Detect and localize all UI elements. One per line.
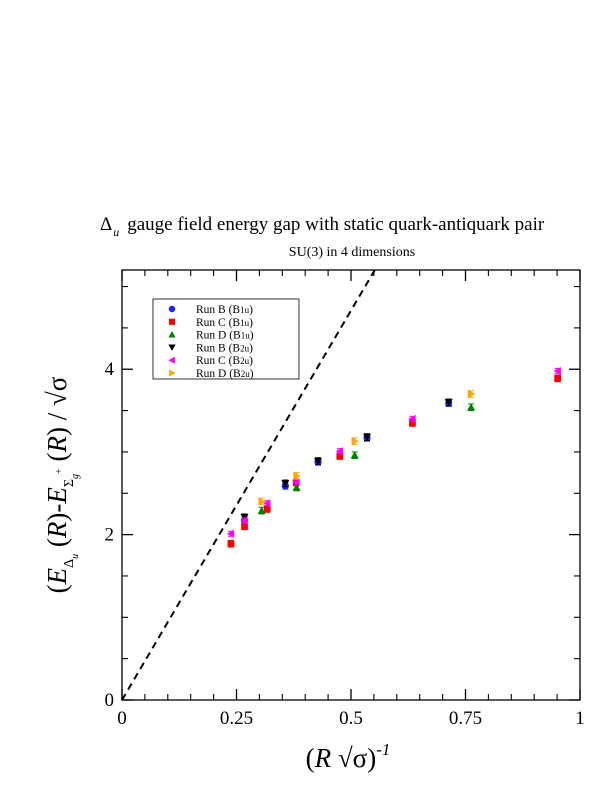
series-triangle-down [240, 398, 453, 522]
data-point [241, 522, 248, 530]
series-square [227, 374, 562, 548]
data-point [293, 471, 301, 480]
y-axis-label: (EΔu (R)-EΣg+ (R) / √σ [42, 376, 81, 593]
data-series [226, 366, 562, 548]
data-point [257, 506, 266, 514]
data-point [467, 390, 476, 399]
legend-marker [168, 305, 176, 313]
axis-tick-labels: 0 0.25 0.5 0.75 1 0 2 4 [105, 359, 585, 729]
series-triangle-right [258, 390, 476, 506]
legend-label: Run C (B1u) [196, 317, 253, 329]
chart-title-rest: gauge field energy gap with static quark… [127, 214, 545, 235]
legend-label: Run B (B2u) [196, 342, 253, 354]
data-point [292, 483, 301, 491]
legend-label: Run D (B1u) [196, 330, 254, 342]
chart-title-subscript: u [113, 225, 119, 239]
data-point [335, 447, 344, 456]
chart-subtitle: SU(3) in 4 dimensions [289, 245, 415, 260]
y-tick-label: 2 [105, 525, 115, 546]
data-point [258, 497, 266, 506]
x-tick-label: 0.75 [449, 708, 482, 729]
legend-entry: Run C (B1u) [168, 317, 253, 329]
data-point [263, 499, 271, 508]
x-tick-label: 0.5 [339, 708, 363, 729]
data-point [408, 414, 416, 423]
data-point [240, 516, 248, 525]
legend-entry: Run D (B2u) [169, 368, 254, 380]
legend-entry: Run B (B2u) [168, 342, 253, 354]
legend-entry: Run D (B1u) [168, 330, 254, 342]
data-point [336, 452, 344, 460]
x-axis-label: (R √σ)-1 [306, 740, 391, 773]
legend-marker [168, 344, 176, 351]
x-tick-label: 0 [117, 708, 127, 729]
data-point [351, 437, 359, 446]
legend-marker [168, 331, 176, 338]
legend-box [152, 298, 300, 380]
legend-label: Run D (B2u) [196, 368, 254, 380]
data-point [553, 366, 561, 375]
legend-label: Run C (B2u) [196, 355, 253, 367]
series-triangle-left [226, 366, 561, 538]
data-point [467, 403, 476, 411]
legend-marker [168, 356, 175, 364]
data-point [350, 451, 359, 459]
x-tick-label: 0.25 [220, 708, 253, 729]
legend-entry: Run C (B2u) [168, 355, 253, 367]
y-tick-label: 4 [105, 359, 115, 380]
x-tick-label: 1 [575, 708, 585, 729]
data-point [263, 505, 271, 513]
legend: Run B (B1u)Run C (B1u)Run D (B1u)Run B (… [152, 298, 300, 380]
data-point [226, 529, 235, 538]
legend-entry: Run B (B1u) [168, 304, 253, 316]
data-point [281, 480, 290, 488]
chart-title: Δu gauge field energy gap with static qua… [100, 214, 545, 239]
y-tick-label: 0 [105, 690, 115, 711]
data-point [314, 457, 323, 466]
series-circle [240, 399, 453, 525]
data-point [227, 540, 235, 548]
legend-label: Run B (B1u) [196, 304, 253, 316]
chart-title-symbol: Δ [100, 214, 112, 235]
series-triangle-up [257, 403, 476, 515]
legend-marker [168, 318, 176, 325]
data-point [554, 374, 562, 382]
data-point [409, 419, 416, 427]
data-point [444, 399, 453, 407]
legend-marker [169, 369, 176, 377]
axis-ticks [121, 270, 581, 701]
data-point [363, 433, 372, 442]
